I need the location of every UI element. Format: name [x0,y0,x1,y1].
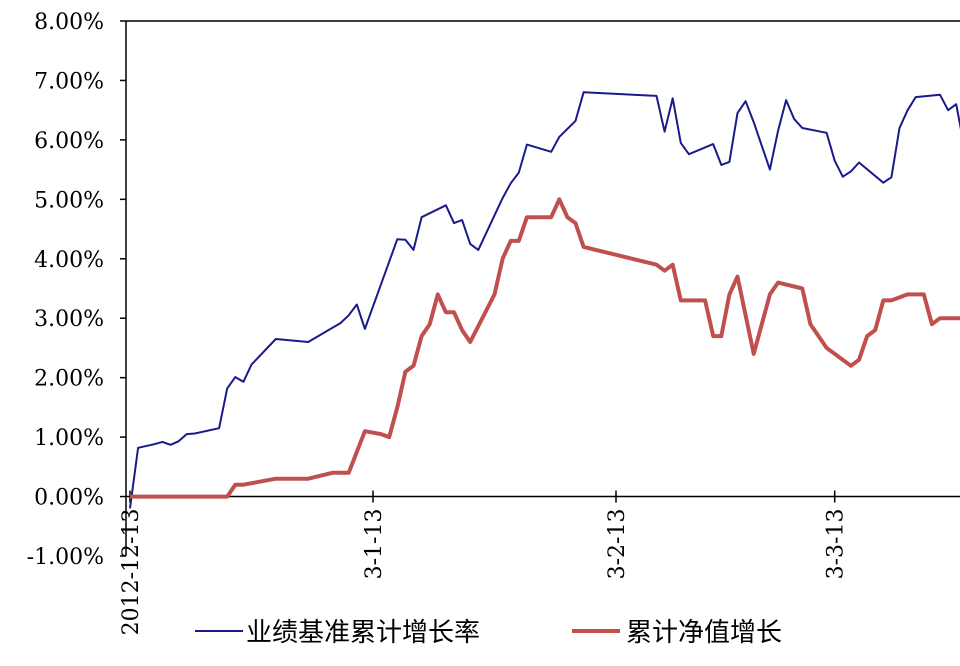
legend: 业绩基准累计增长率 累计净值增长 [195,618,782,648]
y-tick-label: 3.00% [34,307,104,332]
y-tick-label: 6.00% [34,129,104,154]
series-line-2 [130,197,960,499]
y-tick-label: 0.00% [34,486,104,511]
x-tick-label: 3-3-13 [824,509,849,580]
x-axis-tick-labels: 2012-12-13 3-1-13 3-2-13 3-3-13 [119,509,849,636]
y-tick-label: 4.00% [34,248,104,273]
x-tick-label: 3-2-13 [605,509,630,580]
y-tick-label: 7.00% [34,69,104,94]
y-tick-label: 1.00% [34,426,104,451]
y-tick-label: -1.00% [27,545,104,570]
plot-frame [125,20,960,556]
legend-label-1: 业绩基准累计增长率 [246,618,480,648]
x-tick-label: 2012-12-13 [119,509,144,636]
x-tick-label: 3-1-13 [362,509,387,580]
legend-label-2: 累计净值增长 [626,618,782,648]
series-lines [129,91,960,509]
series-line-1 [129,91,960,509]
y-tick-label: 5.00% [34,188,104,213]
y-axis-tick-labels: -1.00% 0.00% 1.00% 2.00% 3.00% 4.00% 5.00% 6.00… [27,10,104,570]
y-tick-label: 8.00% [34,10,104,35]
y-tick-label: 2.00% [34,367,104,392]
y-axis-ticks [120,20,126,557]
